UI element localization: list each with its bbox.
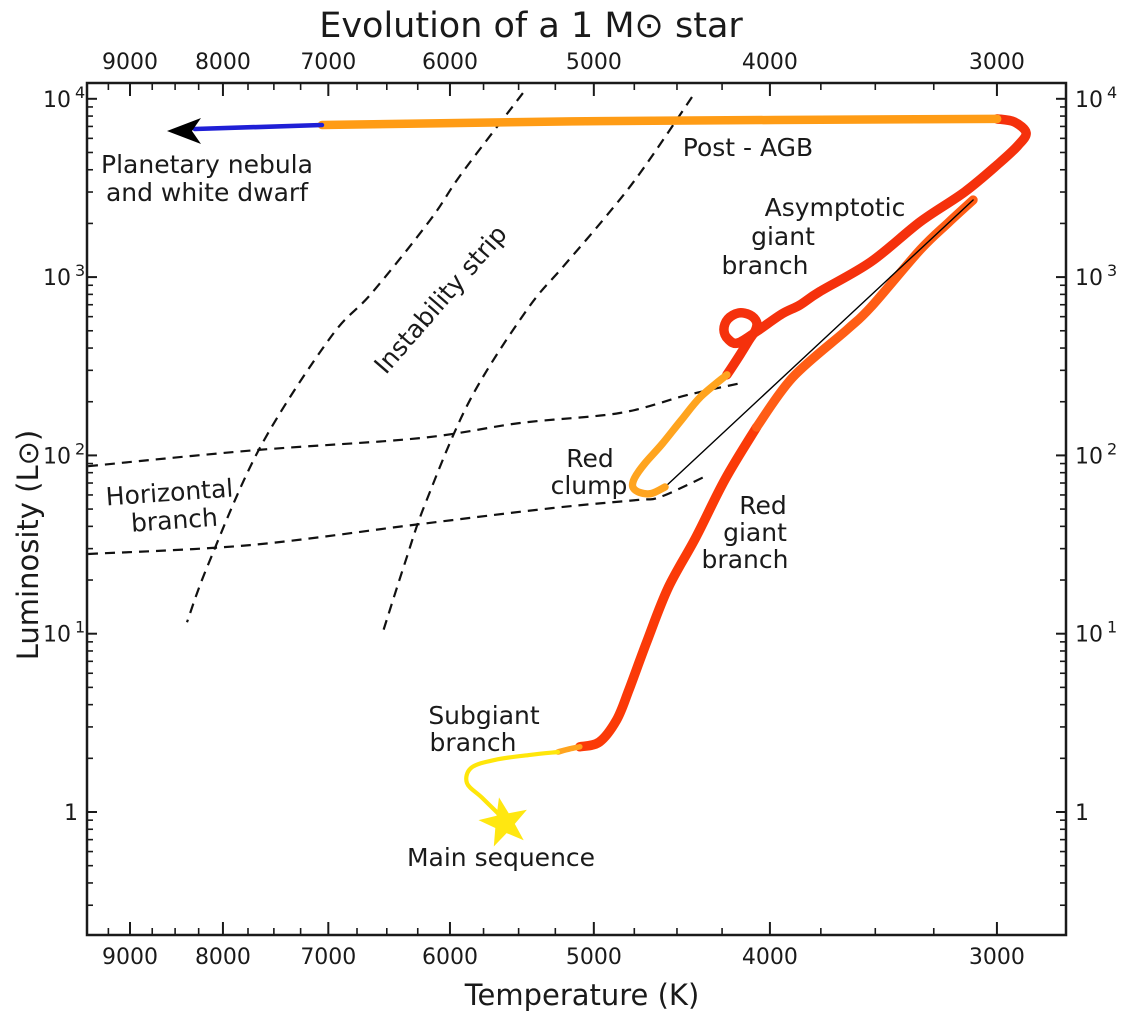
y-axis-right-tick-label: 10 3 — [1075, 261, 1117, 291]
arrow-head-icon — [167, 118, 201, 144]
annotation-red-clump: Red clump — [551, 444, 628, 500]
annotation-post-agb: Post - AGB — [683, 133, 813, 162]
track-segment-red-clump-loop — [628, 371, 731, 498]
y-axis-right-tick-label: 10 4 — [1075, 83, 1117, 113]
track-segment-asymptotic-giant-branch — [719, 114, 1031, 380]
annotation-main-sequence: Main sequence — [407, 843, 595, 872]
x-axis-top-tick-label-9000: 9000 — [102, 50, 158, 75]
dashed-line-instability-strip-right — [381, 96, 693, 635]
x-axis-top-tick-label-8000: 8000 — [195, 50, 251, 75]
annotation-asymptotic-giant-branch: Asymptotic giant branch — [722, 193, 906, 280]
x-axis-tick-label-6000: 6000 — [422, 945, 478, 970]
annotation-horizontal-branch: Horizontalbranch — [105, 474, 236, 540]
y-axis-right-tick-label: 10 1 — [1075, 618, 1117, 648]
annotation-planetary-nebula: Planetary nebula and white dwarf — [101, 150, 313, 207]
track-segment-subgiant-orange — [555, 744, 583, 755]
x-axis-tick-label-7000: 7000 — [300, 945, 356, 970]
main-sequence-star-icon — [478, 797, 527, 847]
y-axis-tick-label: 10 1 — [43, 618, 85, 648]
track-segment-helium-flash-line — [664, 199, 974, 488]
dashed-line-horizontal-branch-lower — [88, 474, 709, 556]
annotation-instability-strip: Instability strip — [368, 220, 512, 380]
plot-frame — [85, 81, 1068, 937]
x-axis-top-tick-label-4000: 4000 — [742, 50, 798, 75]
x-axis-top-tick-label-5000: 5000 — [566, 50, 622, 75]
y-axis-tick-label: 10 3 — [43, 261, 85, 291]
x-axis-tick-label-3000: 3000 — [969, 945, 1025, 970]
y-axis-tick-label: 10 2 — [43, 439, 85, 469]
y-axis-right-tick-label: 10 2 — [1075, 439, 1117, 469]
y-axis-title: Luminosity (L⊙) — [11, 430, 45, 660]
x-axis-tick-label-9000: 9000 — [102, 945, 158, 970]
x-axis-top-tick-label-3000: 3000 — [969, 50, 1025, 75]
plot-area: 9000 9000 8000 8000 7000 7000 6000 6000 5000 5000… — [43, 50, 1117, 970]
x-axis-top-tick-label-7000: 7000 — [300, 50, 356, 75]
annotation-red-giant-branch: Red giant branch — [702, 491, 789, 574]
track-segment-planetary-nebula-white-dwarf — [192, 122, 325, 132]
track-segment-post-agb — [317, 114, 1002, 130]
y-axis-tick-label: 1 — [64, 801, 78, 826]
annotation-subgiant-branch: Subgiant branch — [428, 701, 540, 757]
dashed-line-horizontal-branch-upper — [87, 381, 743, 468]
x-axis-tick-label-5000: 5000 — [566, 945, 622, 970]
track-segment-red-giant-branch-lower — [575, 422, 762, 752]
chart-title: Evolution of a 1 M⊙ star — [319, 6, 743, 46]
x-axis-top-tick-label-6000: 6000 — [422, 50, 478, 75]
track-segment-subgiant-yellow — [464, 749, 560, 823]
x-axis-tick-label-4000: 4000 — [742, 945, 798, 970]
x-axis-title: Temperature (K) — [464, 978, 700, 1012]
y-axis-right-tick-label: 1 — [1075, 801, 1089, 826]
x-axis-tick-label-8000: 8000 — [195, 945, 251, 970]
y-axis-tick-label: 10 4 — [43, 83, 85, 113]
